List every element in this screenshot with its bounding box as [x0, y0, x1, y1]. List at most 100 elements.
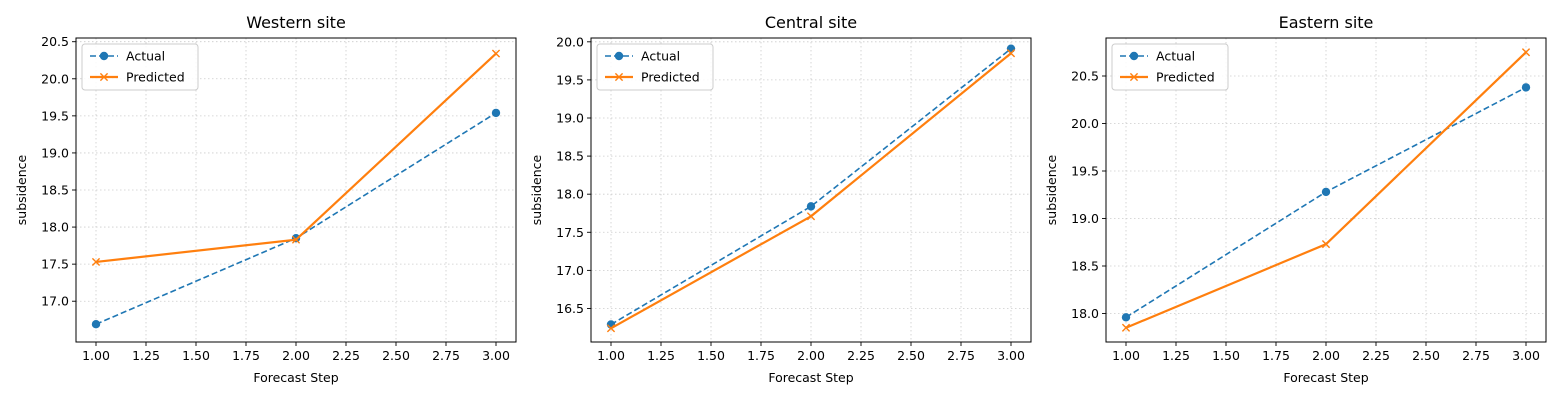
x-tick-label: 1.75 [1262, 348, 1290, 363]
series-actual [606, 44, 1016, 329]
y-tick-label: 18.5 [41, 183, 69, 198]
legend-item-actual: Actual [1120, 49, 1195, 64]
legend-marker [99, 72, 109, 82]
series-line-actual [610, 48, 1012, 326]
series-predicted [606, 49, 1016, 333]
chart-panel-1: 1.00 1.25 1.50 1.75 2.00 2.25 2.50 2.75 3.00 17.0… [14, 13, 517, 385]
data-point [806, 212, 816, 221]
x-tick-label: 1.75 [232, 348, 260, 363]
x-tick-label: 2.00 [797, 348, 825, 363]
series-predicted [91, 49, 501, 267]
legend-item-actual: Actual [605, 49, 680, 64]
y-tick-label: 20.0 [1071, 116, 1099, 131]
legend-item-predicted: Predicted [1120, 70, 1215, 85]
data-point [491, 49, 501, 58]
x-axis-label: Forecast Step [768, 370, 853, 385]
x-tick-label: 1.50 [697, 348, 725, 363]
series-predicted [1121, 48, 1531, 332]
series-actual [1121, 83, 1531, 322]
x-tick-label: 3.00 [482, 348, 510, 363]
x-tick-label: 1.50 [182, 348, 210, 363]
legend-label: Actual [126, 49, 165, 64]
legend-label: Predicted [126, 70, 185, 85]
legend-marker [1129, 72, 1139, 82]
legend: Actual Predicted [596, 43, 714, 91]
y-tick-label: 20.5 [41, 34, 69, 49]
grid-lines [591, 38, 1031, 342]
x-tick-label: 2.25 [847, 348, 875, 363]
x-axis-label: Forecast Step [1283, 370, 1368, 385]
legend-marker [614, 72, 624, 82]
legend-marker [99, 51, 109, 61]
x-tick-label: 3.00 [997, 348, 1025, 363]
data-point [1321, 240, 1331, 249]
x-tick-label: 2.75 [1462, 348, 1490, 363]
legend-label: Actual [641, 49, 680, 64]
y-tick-label: 17.5 [41, 257, 69, 272]
x-tick-label: 2.50 [382, 348, 410, 363]
y-tick-label: 18.5 [556, 149, 584, 164]
y-tick-label: 20.0 [41, 71, 69, 86]
legend-item-predicted: Predicted [605, 70, 700, 85]
x-tick-label: 1.25 [132, 348, 160, 363]
y-tick-label: 18.0 [41, 220, 69, 235]
x-tick-label: 2.75 [947, 348, 975, 363]
legend: Actual Predicted [81, 43, 199, 91]
data-point [1006, 49, 1016, 58]
y-tick-label: 18.0 [1071, 306, 1099, 321]
grid-lines [1106, 38, 1546, 342]
data-point [491, 108, 501, 118]
y-tick-label: 17.5 [556, 225, 584, 240]
y-tick-label: 17.0 [556, 263, 584, 278]
chart-panel-3: 1.00 1.25 1.50 1.75 2.00 2.25 2.50 2.75 3.00 18.0… [1044, 13, 1547, 385]
y-axis-label: subsidence [14, 154, 29, 225]
y-axis-label: subsidence [1044, 154, 1059, 225]
chart-title: Western site [246, 13, 346, 32]
data-point [1121, 313, 1131, 322]
data-point [1006, 44, 1016, 53]
y-tick-label: 19.5 [1071, 164, 1099, 179]
y-tick-label: 16.5 [556, 301, 584, 316]
x-tick-label: 1.00 [82, 348, 110, 363]
data-point [91, 257, 101, 267]
chart-title: Central site [765, 13, 857, 32]
data-point [291, 235, 301, 244]
x-tick-label: 1.25 [1162, 348, 1190, 363]
x-tick-label: 2.25 [332, 348, 360, 363]
y-tick-label: 20.0 [556, 34, 584, 49]
data-point [1521, 83, 1531, 92]
y-axis-label: subsidence [529, 154, 544, 225]
y-tick-label: 18.0 [556, 187, 584, 202]
y-tick-label: 20.5 [1071, 69, 1099, 84]
x-tick-label: 2.25 [1362, 348, 1390, 363]
y-tick-label: 19.0 [41, 145, 69, 160]
legend: Actual Predicted [1111, 43, 1229, 91]
x-tick-label: 2.00 [282, 348, 310, 363]
legend-item-actual: Actual [90, 49, 165, 64]
x-tick-label: 3.00 [1512, 348, 1540, 363]
legend-label: Predicted [1156, 70, 1215, 85]
chart-title: Eastern site [1279, 13, 1374, 32]
data-point [91, 320, 101, 329]
x-tick-label: 1.00 [597, 348, 625, 363]
y-tick-label: 19.5 [41, 108, 69, 123]
legend-marker [614, 51, 624, 61]
x-tick-label: 1.50 [1212, 348, 1240, 363]
x-tick-label: 1.25 [647, 348, 675, 363]
x-tick-label: 2.75 [432, 348, 460, 363]
data-point [606, 324, 616, 333]
y-tick-label: 19.0 [1071, 211, 1099, 226]
x-tick-label: 2.50 [897, 348, 925, 363]
legend-label: Predicted [641, 70, 700, 85]
data-point [1521, 48, 1531, 57]
legend-item-predicted: Predicted [90, 70, 185, 85]
chart-panel-2: 1.00 1.25 1.50 1.75 2.00 2.25 2.50 2.75 3.00 16.5… [529, 13, 1032, 385]
y-tick-label: 19.0 [556, 111, 584, 126]
legend-marker [1129, 51, 1139, 61]
y-tick-label: 19.5 [556, 72, 584, 87]
data-point [1121, 323, 1131, 332]
x-tick-label: 1.00 [1112, 348, 1140, 363]
legend-label: Actual [1156, 49, 1195, 64]
x-tick-label: 1.75 [747, 348, 775, 363]
